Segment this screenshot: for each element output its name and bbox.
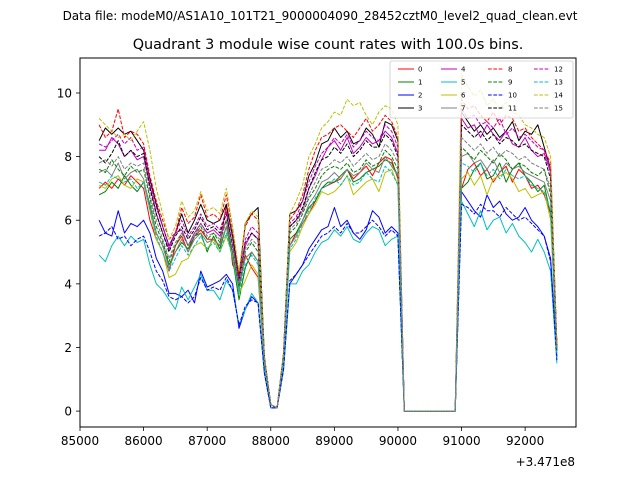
legend-label: 0 <box>418 66 422 74</box>
y-tick-label: 8 <box>64 150 72 164</box>
series-line-11 <box>98 124 558 412</box>
chart-title: Quadrant 3 module wise count rates with … <box>133 37 524 53</box>
chart-suptitle: Data file: modeM0/AS1A10_101T21_90000040… <box>63 9 578 23</box>
x-tick-label: 88000 <box>252 434 290 448</box>
y-tick-label: 6 <box>64 214 72 228</box>
legend-label: 2 <box>418 92 422 100</box>
series-line-15 <box>98 137 558 412</box>
plot-frame <box>79 57 577 428</box>
legend-label: 15 <box>554 105 563 113</box>
legend-label: 11 <box>508 105 517 113</box>
series-line-5 <box>98 200 558 412</box>
series-line-13 <box>98 162 558 412</box>
legend-label: 5 <box>461 79 465 87</box>
legend-label: 6 <box>461 92 466 100</box>
legend-label: 1 <box>418 79 422 87</box>
x-tick-label: 92000 <box>506 434 544 448</box>
series-line-2 <box>98 191 558 412</box>
y-tick-label: 10 <box>57 86 72 100</box>
x-tick-label: 87000 <box>188 434 226 448</box>
y-axis: 0 2 4 6 8 10 <box>57 86 80 419</box>
legend-label: 4 <box>461 66 466 74</box>
series-line-8 <box>98 98 558 412</box>
x-offset-label: +3.471e8 <box>516 455 575 469</box>
legend-label: 3 <box>418 105 422 113</box>
x-tick-label: 86000 <box>124 434 162 448</box>
series-line-6 <box>98 168 558 412</box>
y-tick-label: 2 <box>64 341 72 355</box>
x-tick-label: 85000 <box>61 434 99 448</box>
x-tick-label: 90000 <box>379 434 417 448</box>
legend-label: 12 <box>554 66 563 74</box>
legend-label: 7 <box>461 105 465 113</box>
legend-frame <box>389 60 574 119</box>
series-line-7 <box>98 152 558 412</box>
legend-label: 10 <box>508 92 517 100</box>
legend-label: 9 <box>508 79 512 87</box>
series-line-12 <box>98 108 558 412</box>
series-layer <box>98 73 558 412</box>
x-tick-label: 89000 <box>315 434 353 448</box>
series-line-9 <box>98 146 558 412</box>
series-line-10 <box>98 203 558 412</box>
x-tick-label: 91000 <box>442 434 480 448</box>
legend-label: 8 <box>508 66 512 74</box>
y-tick-label: 4 <box>64 277 72 291</box>
x-axis: 85000 86000 87000 88000 89000 90000 91000 92000 <box>61 427 544 448</box>
y-tick-label: 0 <box>64 405 72 419</box>
legend-label: 14 <box>554 92 563 100</box>
legend-label: 13 <box>554 79 563 87</box>
